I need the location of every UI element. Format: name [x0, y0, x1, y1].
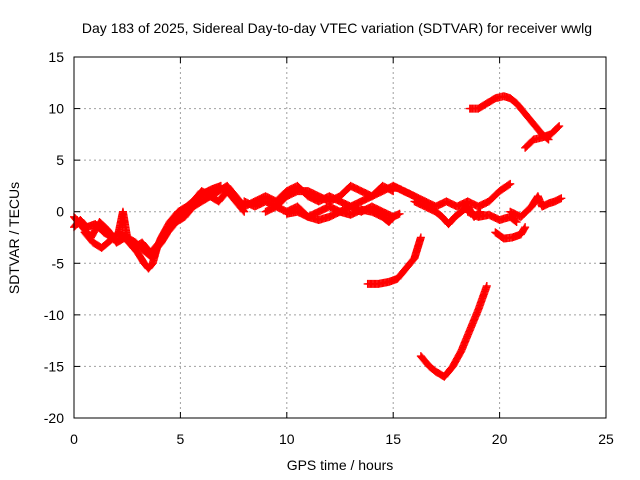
y-tick-label: -5	[52, 255, 65, 271]
y-tick-label: 0	[56, 204, 64, 220]
series-arc-11	[491, 223, 530, 243]
series-arc-12	[506, 192, 566, 221]
y-axis-label: SDTVAR / TECUs	[6, 182, 22, 294]
data-point	[555, 122, 564, 131]
y-tick-label: -20	[44, 410, 64, 426]
series-arc-14	[416, 281, 491, 381]
data-point	[239, 206, 248, 215]
x-tick-label: 20	[492, 431, 508, 447]
series-arc-10	[463, 207, 521, 227]
y-tick-label: -10	[44, 307, 64, 323]
data-point	[506, 179, 515, 188]
data-point	[416, 233, 425, 242]
data-point	[505, 180, 514, 189]
y-tick-label: 10	[48, 101, 64, 117]
series-arc-3	[80, 181, 225, 263]
x-tick-label: 10	[279, 431, 295, 447]
data-point	[482, 281, 491, 290]
data-point	[520, 224, 529, 233]
x-tick-label: 0	[70, 431, 78, 447]
plot-frame	[73, 56, 607, 419]
series-arc-7	[282, 205, 404, 227]
chart-title: Day 183 of 2025, Sidereal Day-to-day VTE…	[82, 20, 592, 36]
x-tick-label: 15	[385, 431, 401, 447]
series-arc-8	[389, 179, 515, 211]
x-axis-label: GPS time / hours	[287, 457, 394, 473]
series-arc-13	[363, 233, 425, 288]
y-tick-label: 15	[48, 49, 64, 65]
data-point	[512, 218, 521, 227]
data-point	[395, 209, 404, 218]
x-tick-label: 25	[598, 431, 614, 447]
y-tick-label: 5	[56, 152, 64, 168]
y-tick-label: -15	[44, 358, 64, 374]
data-point	[557, 194, 566, 203]
series-arc-16	[521, 122, 564, 152]
data-point	[521, 223, 530, 232]
x-tick-label: 5	[177, 431, 185, 447]
series-arc-6	[261, 181, 398, 216]
data-point	[554, 123, 563, 132]
data-point	[216, 181, 225, 190]
data-points	[70, 92, 566, 381]
y-tick-labels: -20 -15 -10 -5 0 5 10 15	[44, 49, 64, 426]
x-tick-labels: 0 5 10 15 20 25	[70, 431, 614, 447]
data-point	[511, 217, 520, 226]
